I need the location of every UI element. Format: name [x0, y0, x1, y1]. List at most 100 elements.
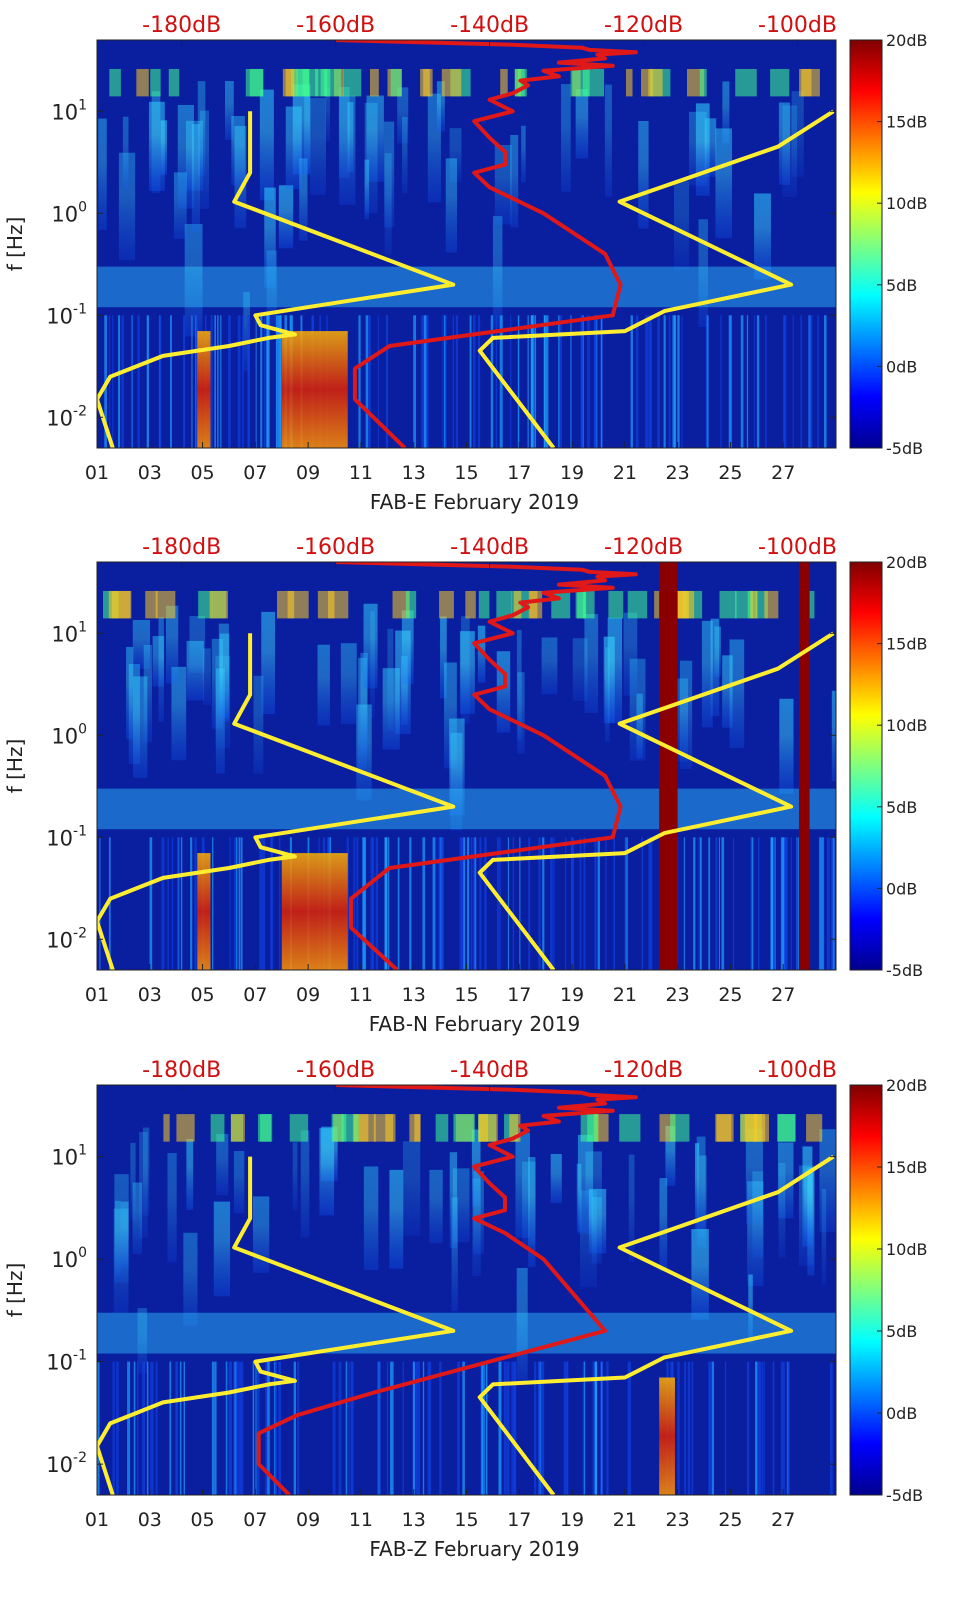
- lowfreq-stripe: [527, 315, 529, 448]
- y-tick-label: 101: [51, 1143, 87, 1170]
- lowfreq-stripe: [402, 1361, 404, 1495]
- colorbar: 20dB 15dB 10dB 5dB 0dB -5dB: [849, 553, 928, 980]
- spectrogram-texture: [522, 1161, 536, 1246]
- top-axis-label: -180dB: [142, 1058, 221, 1083]
- y-tick-label: 10-2: [46, 925, 87, 952]
- lowfreq-stripe: [830, 1361, 833, 1495]
- lowfreq-stripe: [214, 1361, 217, 1495]
- cultural-noise-patch: [370, 68, 379, 97]
- microseism-band: [97, 788, 836, 830]
- x-tick-label: 27: [771, 984, 795, 1006]
- cultural-noise-patch: [163, 1114, 170, 1142]
- cultural-noise-patch: [509, 1114, 521, 1142]
- lowfreq-stripe: [823, 315, 827, 448]
- lowfreq-stripe: [613, 837, 615, 970]
- y-tick-label: 100: [51, 1245, 87, 1272]
- colorbar: 20dB 15dB 10dB 5dB 0dB -5dB: [849, 1076, 928, 1505]
- lowfreq-stripe: [332, 1361, 336, 1495]
- lowfreq-stripe: [259, 837, 263, 970]
- lowfreq-stripe: [427, 1361, 430, 1495]
- lowfreq-stripe: [256, 1361, 260, 1495]
- lowfreq-stripe: [635, 315, 639, 448]
- spectrogram-texture: [402, 1141, 421, 1236]
- lowfreq-stripe: [370, 837, 373, 970]
- lowfreq-stripe: [452, 315, 455, 448]
- cultural-noise-patch: [245, 68, 264, 97]
- spectrogram-texture: [253, 675, 264, 774]
- lowfreq-stripe: [248, 315, 250, 448]
- lowfreq-stripe: [698, 837, 701, 970]
- x-tick-label: 15: [454, 1509, 478, 1531]
- cultural-noise-patch: [168, 68, 180, 97]
- lowfreq-stripe: [559, 315, 562, 448]
- lowfreq-stripe: [210, 315, 213, 448]
- lowfreq-stripe: [365, 315, 369, 448]
- lowfreq-stripe: [715, 837, 718, 970]
- lowfreq-stripe: [544, 315, 546, 448]
- cultural-noise-patch: [343, 68, 362, 97]
- spectrogram-texture: [186, 640, 204, 701]
- lowfreq-stripe: [809, 315, 813, 448]
- x-tick-label: 03: [138, 462, 162, 484]
- lowfreq-stripe: [368, 315, 371, 448]
- spectrogram-texture: [167, 1153, 177, 1263]
- lowfreq-stripe: [149, 837, 153, 970]
- spectrogram-texture: [384, 153, 392, 255]
- spectrogram: [97, 562, 836, 970]
- spectrogram-texture: [184, 223, 203, 337]
- lowfreq-stripe: [167, 837, 169, 970]
- spectrogram-texture: [183, 1232, 198, 1326]
- lowfreq-stripe: [240, 837, 243, 970]
- spectrogram-texture: [445, 158, 458, 253]
- lowfreq-stripe: [627, 1361, 629, 1495]
- spectrogram-texture: [402, 116, 408, 194]
- x-tick-label: 01: [85, 984, 109, 1006]
- y-tick-label: 10-2: [46, 403, 87, 430]
- spectrogram-texture: [588, 1188, 607, 1254]
- spectrogram-texture: [191, 124, 200, 233]
- colorbar-label: 10dB: [886, 1240, 928, 1259]
- lowfreq-stripe: [262, 837, 266, 970]
- lowfreq-stripe: [230, 1361, 232, 1495]
- x-tick-label: 17: [507, 1509, 531, 1531]
- colorbar-scale: [849, 561, 883, 971]
- lowfreq-stripe: [369, 315, 371, 448]
- cultural-noise-patch: [392, 590, 410, 619]
- lowfreq-stripe: [220, 315, 222, 448]
- lowfreq-stripe: [356, 837, 359, 970]
- cultural-noise-patch: [478, 590, 490, 619]
- top-axis-label: -120dB: [604, 535, 683, 560]
- colorbar-label: 5dB: [886, 276, 917, 295]
- lowfreq-stripe: [761, 1361, 764, 1495]
- lowfreq-stripe: [238, 837, 241, 970]
- lowfreq-stripe: [146, 1361, 149, 1495]
- noise-model-curve-2: [477, 631, 835, 970]
- spectrogram-texture: [604, 84, 612, 197]
- top-axis-label: -160dB: [296, 535, 375, 560]
- lowfreq-stripe: [832, 837, 835, 970]
- spectrogram-texture: [665, 1125, 676, 1186]
- spectrogram-texture: [299, 158, 308, 241]
- lowfreq-stripe: [497, 837, 499, 970]
- lowfreq-stripe: [235, 1361, 239, 1495]
- lowfreq-stripe: [214, 315, 216, 448]
- lowfreq-stripe: [787, 1361, 789, 1495]
- cultural-noise-patch: [719, 590, 737, 619]
- lowfreq-stripe: [270, 837, 274, 970]
- lowfreq-stripe: [800, 315, 802, 448]
- spectrogram-texture: [492, 216, 503, 328]
- spectrogram-texture: [364, 159, 370, 220]
- colorbar-label: 0dB: [886, 879, 917, 898]
- lowfreq-stripe: [263, 315, 266, 448]
- hot-band-2: [281, 853, 348, 970]
- lowfreq-stripe: [353, 837, 356, 970]
- lowfreq-stripe: [677, 837, 679, 970]
- lowfreq-stripe: [439, 837, 443, 970]
- x-tick-label: 07: [243, 1509, 267, 1531]
- x-tick-label: 11: [349, 1509, 373, 1531]
- cultural-noise-patch: [744, 1114, 766, 1142]
- cultural-noise-patch: [528, 590, 538, 619]
- lowfreq-stripe: [416, 1361, 419, 1495]
- lowfreq-stripe: [462, 1361, 465, 1495]
- lowfreq-stripe: [720, 315, 722, 448]
